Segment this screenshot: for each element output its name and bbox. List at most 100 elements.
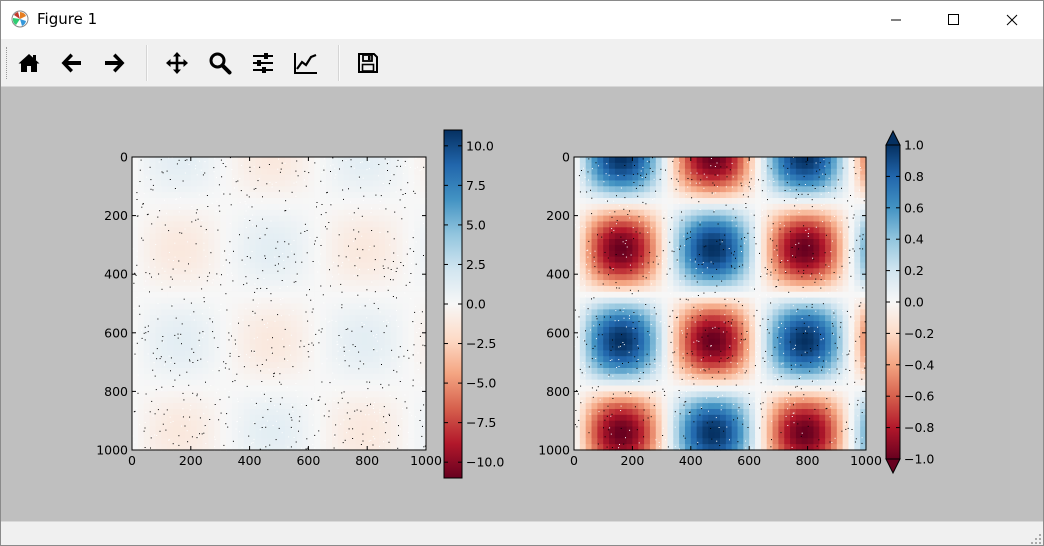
heatmap-cell xyxy=(237,262,245,269)
heatmap-cell xyxy=(179,303,186,310)
heatmap-cell xyxy=(132,174,139,182)
heatmap-cell xyxy=(784,186,791,193)
heatmap-cell xyxy=(673,162,680,170)
minimize-button[interactable] xyxy=(867,1,925,39)
noise-point xyxy=(146,214,148,216)
noise-point xyxy=(419,311,421,313)
heatmap-cell xyxy=(331,203,339,211)
noise-point xyxy=(201,288,203,290)
heatmap-cell xyxy=(179,391,186,398)
heatmap-cell xyxy=(326,239,333,246)
heatmap-cell xyxy=(591,174,598,182)
back-button[interactable] xyxy=(55,46,89,80)
heatmap-cell xyxy=(402,233,409,240)
heatmap-cell xyxy=(220,192,227,199)
home-button[interactable] xyxy=(12,46,46,80)
heatmap-cell xyxy=(243,297,251,305)
heatmap-cell xyxy=(226,344,233,351)
heatmap-cell xyxy=(337,403,345,410)
forward-button[interactable] xyxy=(97,46,131,80)
noise-point xyxy=(215,210,217,212)
noise-point xyxy=(169,286,171,288)
noise-point xyxy=(168,259,170,261)
save-button[interactable] xyxy=(351,46,385,80)
noise-point xyxy=(207,206,209,207)
heatmap-cell xyxy=(255,174,262,182)
heatmap-cell xyxy=(860,209,867,217)
noise-point xyxy=(156,358,158,360)
noise-point xyxy=(235,348,237,350)
heatmap-cell xyxy=(367,227,374,234)
heatmap-cell xyxy=(273,291,280,299)
heatmap-cell xyxy=(579,215,587,223)
close-button[interactable] xyxy=(983,1,1041,39)
heatmap-cell xyxy=(813,244,820,252)
heatmap-cell xyxy=(860,227,867,234)
heatmap-cell xyxy=(143,198,151,205)
heatmap-cell xyxy=(661,285,669,293)
noise-point xyxy=(133,308,135,309)
heatmap-cell xyxy=(760,157,768,164)
noise-point xyxy=(189,360,191,362)
heatmap-cell xyxy=(807,198,815,205)
heatmap-cell xyxy=(255,268,262,275)
heatmap-cell xyxy=(267,309,274,316)
heatmap-cell xyxy=(149,174,157,182)
zoom-button[interactable] xyxy=(203,46,237,80)
colorbar-tick-label: 10.0 xyxy=(466,138,494,153)
noise-point xyxy=(234,380,236,382)
heatmap-cell xyxy=(267,274,274,281)
noise-point xyxy=(318,430,320,432)
heatmap-cell xyxy=(237,180,245,187)
heatmap-cell xyxy=(196,379,204,387)
heatmap-cell xyxy=(255,385,262,392)
title-bar[interactable]: Figure 1 xyxy=(1,1,1043,39)
heatmap-cell xyxy=(320,215,327,223)
heatmap-cell xyxy=(807,291,815,299)
noise-point xyxy=(393,252,395,254)
heatmap-cell xyxy=(790,180,797,187)
heatmap-cell xyxy=(226,256,233,264)
heatmap-cell xyxy=(167,157,174,164)
toolbar-grip[interactable] xyxy=(6,47,10,79)
maximize-button[interactable] xyxy=(925,1,983,39)
heatmap-cell xyxy=(737,291,744,299)
heatmap-cell xyxy=(597,227,604,234)
heatmap-cell xyxy=(708,274,715,281)
noise-point xyxy=(228,396,230,398)
heatmap-cell xyxy=(143,280,151,287)
subplots-button[interactable] xyxy=(246,46,280,80)
heatmap-cell xyxy=(384,285,392,293)
heatmap-cell xyxy=(355,168,362,176)
heatmap-cell xyxy=(854,262,861,269)
heatmap-cell xyxy=(208,414,215,422)
heatmap-cell xyxy=(384,291,392,299)
heatmap-cell xyxy=(673,244,680,252)
heatmap-cell xyxy=(574,285,581,293)
heatmap-cell xyxy=(255,426,262,434)
heatmap-cell xyxy=(708,157,715,164)
heatmap-cell xyxy=(308,332,315,340)
figure-canvas[interactable]: 0 200 400 600 800 1000 0 200 400 600 800 1000 10.0 7… xyxy=(1,87,1043,521)
customize-button[interactable] xyxy=(289,46,323,80)
heatmap-cell xyxy=(743,162,750,170)
heatmap-cell xyxy=(161,262,168,269)
heatmap-cell xyxy=(314,256,321,264)
heatmap-cell xyxy=(373,438,380,445)
heatmap-cell xyxy=(720,291,727,299)
heatmap-cell xyxy=(320,297,327,305)
noise-point xyxy=(182,392,184,394)
heatmap-cell xyxy=(766,274,774,281)
heatmap-cell xyxy=(184,362,192,369)
heatmap-cell xyxy=(860,215,867,223)
heatmap-cell xyxy=(179,414,186,422)
heatmap-cell xyxy=(696,215,704,223)
heatmap-cell xyxy=(597,233,604,240)
heatmap-cell xyxy=(143,203,151,211)
heatmap-cell xyxy=(679,291,686,299)
heatmap-cell xyxy=(813,233,820,240)
heatmap-cell xyxy=(302,373,309,381)
noise-point xyxy=(265,359,267,361)
heatmap-cell xyxy=(208,397,215,404)
pan-button[interactable] xyxy=(160,46,194,80)
